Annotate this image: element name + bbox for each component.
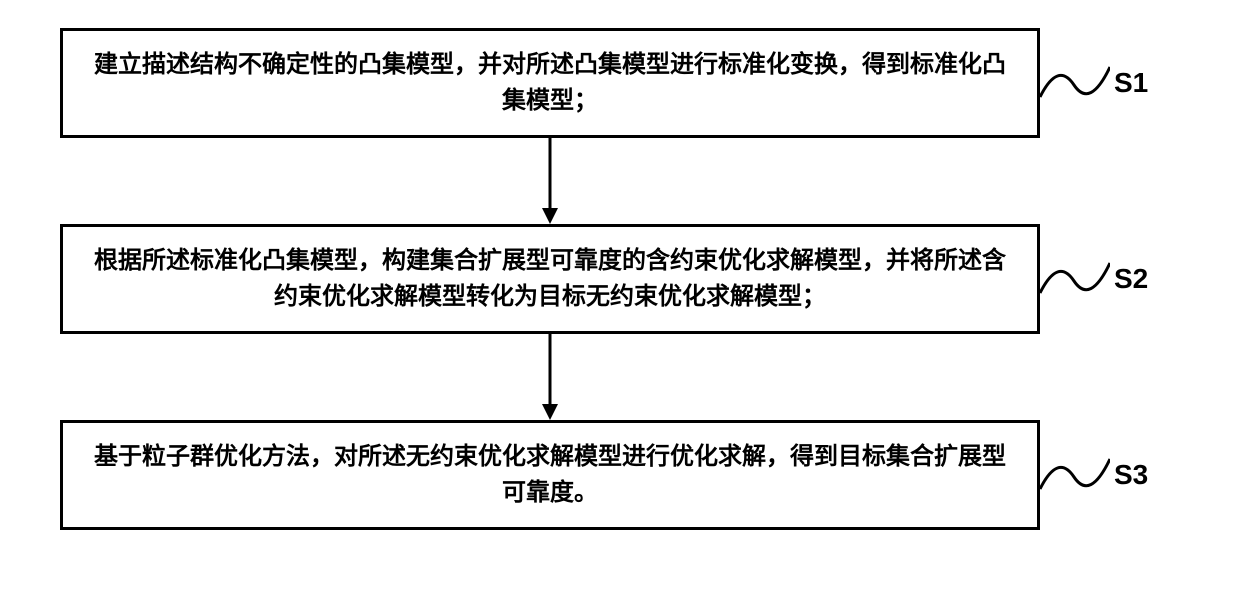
step-box-s2: 根据所述标准化凸集模型，构建集合扩展型可靠度的含约束优化求解模型，并将所述含约束… <box>60 224 1040 334</box>
step-row-s3: 基于粒子群优化方法，对所述无约束优化求解模型进行优化求解，得到目标集合扩展型可靠… <box>60 420 1180 530</box>
arrow-down-icon <box>540 334 560 420</box>
step-text-s1: 建立描述结构不确定性的凸集模型，并对所述凸集模型进行标准化变换，得到标准化凸集模… <box>94 52 1006 114</box>
connector-s1: S1 <box>1040 61 1180 105</box>
curve-icon <box>1040 61 1110 105</box>
step-text-s3: 基于粒子群优化方法，对所述无约束优化求解模型进行优化求解，得到目标集合扩展型可靠… <box>94 444 1006 506</box>
connector-s2: S2 <box>1040 257 1180 301</box>
step-row-s2: 根据所述标准化凸集模型，构建集合扩展型可靠度的含约束优化求解模型，并将所述含约束… <box>60 224 1180 334</box>
step-label-s1: S1 <box>1114 67 1148 99</box>
arrow-s2-s3 <box>60 334 1040 420</box>
step-row-s1: 建立描述结构不确定性的凸集模型，并对所述凸集模型进行标准化变换，得到标准化凸集模… <box>60 28 1180 138</box>
curve-icon <box>1040 453 1110 497</box>
flowchart-container: 建立描述结构不确定性的凸集模型，并对所述凸集模型进行标准化变换，得到标准化凸集模… <box>60 28 1180 530</box>
step-box-s3: 基于粒子群优化方法，对所述无约束优化求解模型进行优化求解，得到目标集合扩展型可靠… <box>60 420 1040 530</box>
step-label-s2: S2 <box>1114 263 1148 295</box>
step-label-s3: S3 <box>1114 459 1148 491</box>
curve-icon <box>1040 257 1110 301</box>
step-text-s2: 根据所述标准化凸集模型，构建集合扩展型可靠度的含约束优化求解模型，并将所述含约束… <box>94 248 1006 310</box>
connector-s3: S3 <box>1040 453 1180 497</box>
arrow-s1-s2 <box>60 138 1040 224</box>
arrow-down-icon <box>540 138 560 224</box>
step-box-s1: 建立描述结构不确定性的凸集模型，并对所述凸集模型进行标准化变换，得到标准化凸集模… <box>60 28 1040 138</box>
